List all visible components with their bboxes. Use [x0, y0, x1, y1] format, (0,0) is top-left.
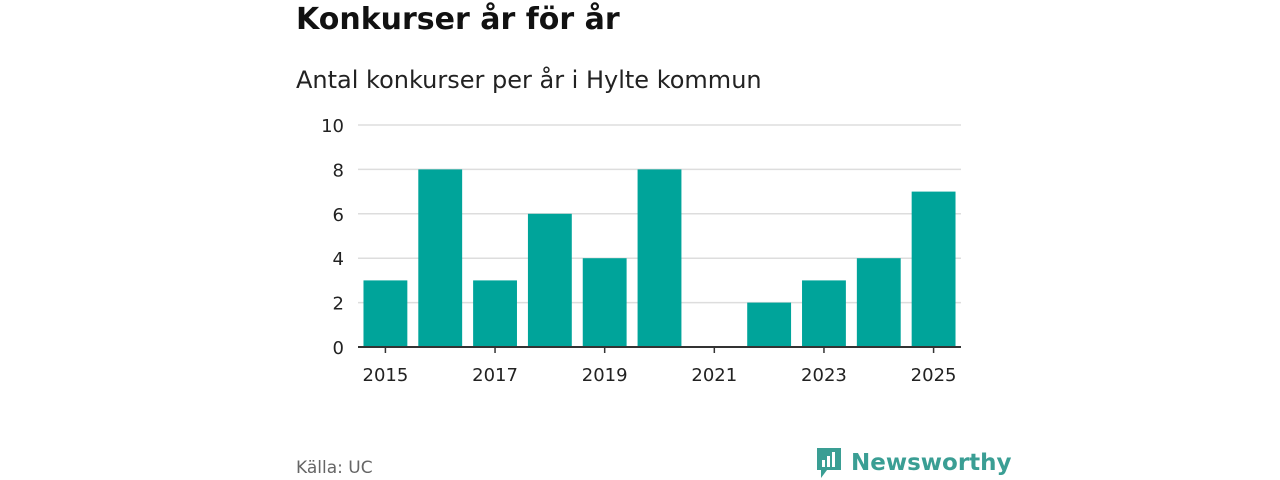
bar-2024 — [856, 258, 901, 347]
bar-2017 — [473, 280, 517, 347]
bar-2019 — [582, 258, 627, 347]
bar-2016 — [418, 169, 463, 347]
x-tick-label: 2025 — [911, 365, 957, 386]
source-note: Källa: UC — [296, 458, 373, 478]
y-tick-label: 8 — [333, 160, 344, 181]
x-tick-label: 2019 — [582, 365, 628, 386]
x-tick-label: 2017 — [472, 365, 518, 386]
bar-2020 — [637, 169, 682, 347]
x-tick-label: 2021 — [691, 365, 737, 386]
x-tick-label: 2015 — [363, 365, 409, 386]
bar-2018 — [527, 213, 572, 347]
bar-2022 — [747, 302, 792, 347]
y-tick-label: 0 — [333, 338, 344, 359]
y-tick-label: 4 — [333, 249, 344, 270]
y-tick-label: 10 — [321, 116, 344, 137]
brand-logo: Newsworthy — [815, 446, 1012, 480]
x-tick-label: 2023 — [801, 365, 847, 386]
bar-chart-logo-icon — [817, 448, 841, 478]
bar-2015 — [363, 280, 408, 347]
bar-2023 — [802, 280, 846, 347]
y-tick-label: 6 — [333, 205, 344, 226]
bar-2025 — [911, 191, 956, 347]
chart-subtitle: Antal konkurser per år i Hylte kommun — [296, 66, 762, 94]
y-tick-label: 2 — [333, 294, 344, 315]
brand-name: Newsworthy — [851, 450, 1012, 476]
chart-title: Konkurser år för år — [296, 2, 620, 37]
